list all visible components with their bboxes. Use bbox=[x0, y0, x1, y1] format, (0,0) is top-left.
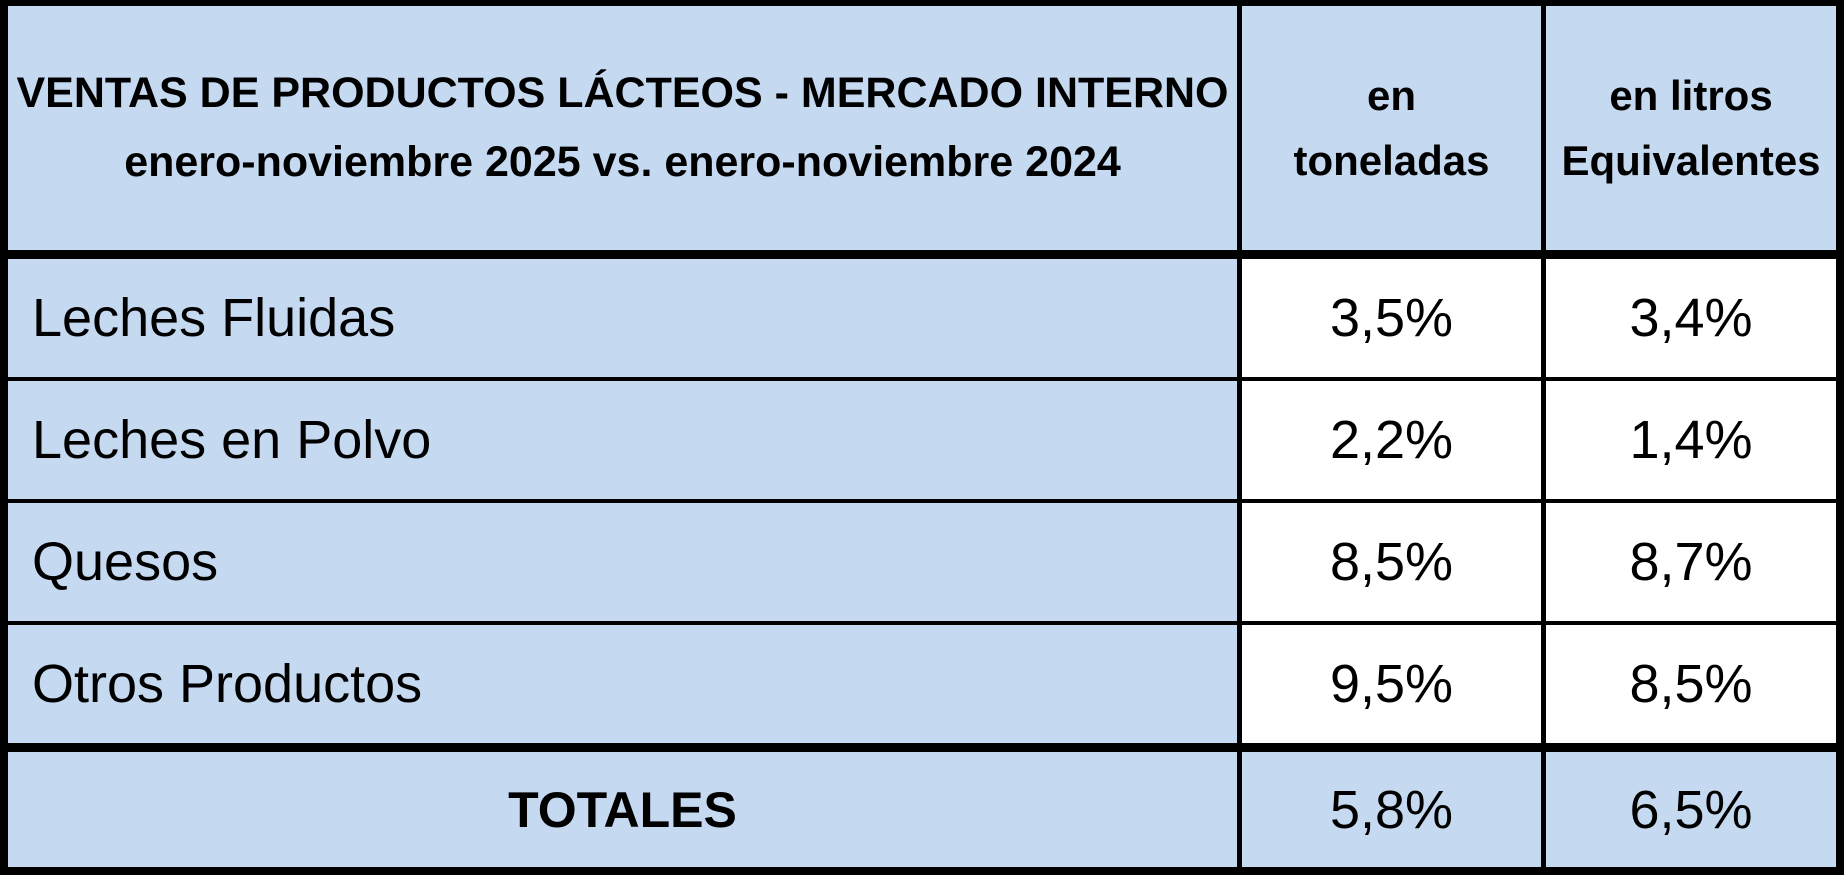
table-row: Leches en Polvo 2,2% 1,4% bbox=[8, 381, 1836, 499]
value-litros: 8,5% bbox=[1546, 625, 1836, 743]
table-row: Leches Fluidas 3,5% 3,4% bbox=[8, 259, 1836, 377]
row-label: Leches en Polvo bbox=[8, 381, 1237, 499]
row-label: Quesos bbox=[8, 503, 1237, 621]
table-header-row: VENTAS DE PRODUCTOS LÁCTEOS - MERCADO IN… bbox=[8, 6, 1836, 250]
value-litros: 3,4% bbox=[1546, 259, 1836, 377]
totals-value-toneladas: 5,8% bbox=[1242, 752, 1541, 867]
table-row: Quesos 8,5% 8,7% bbox=[8, 503, 1836, 621]
column-header-litros-line-1: en litros bbox=[1609, 71, 1773, 119]
totals-label: TOTALES bbox=[8, 752, 1237, 867]
row-label: Otros Productos bbox=[8, 625, 1237, 743]
totals-row: TOTALES 5,8% 6,5% bbox=[8, 752, 1836, 867]
value-litros: 8,7% bbox=[1546, 503, 1836, 621]
column-header-toneladas-line-2: toneladas bbox=[1293, 137, 1490, 184]
value-toneladas: 2,2% bbox=[1242, 381, 1541, 499]
totals-value-litros: 6,5% bbox=[1546, 752, 1836, 867]
column-header-litros-line-2: Equivalentes bbox=[1561, 137, 1821, 184]
table-title-line-1: VENTAS DE PRODUCTOS LÁCTEOS - MERCADO IN… bbox=[16, 69, 1229, 118]
value-litros: 1,4% bbox=[1546, 381, 1836, 499]
row-label: Leches Fluidas bbox=[8, 259, 1237, 377]
table-title-line-2: enero-noviembre 2025 vs. enero-noviembre… bbox=[124, 138, 1121, 186]
column-header-toneladas: en toneladas bbox=[1242, 6, 1541, 250]
value-toneladas: 9,5% bbox=[1242, 625, 1541, 743]
table-title-cell: VENTAS DE PRODUCTOS LÁCTEOS - MERCADO IN… bbox=[8, 6, 1237, 250]
table-row: Otros Productos 9,5% 8,5% bbox=[8, 625, 1836, 743]
column-header-toneladas-line-1: en bbox=[1366, 71, 1416, 119]
value-toneladas: 8,5% bbox=[1242, 503, 1541, 621]
value-toneladas: 3,5% bbox=[1242, 259, 1541, 377]
column-header-litros: en litros Equivalentes bbox=[1546, 6, 1836, 250]
